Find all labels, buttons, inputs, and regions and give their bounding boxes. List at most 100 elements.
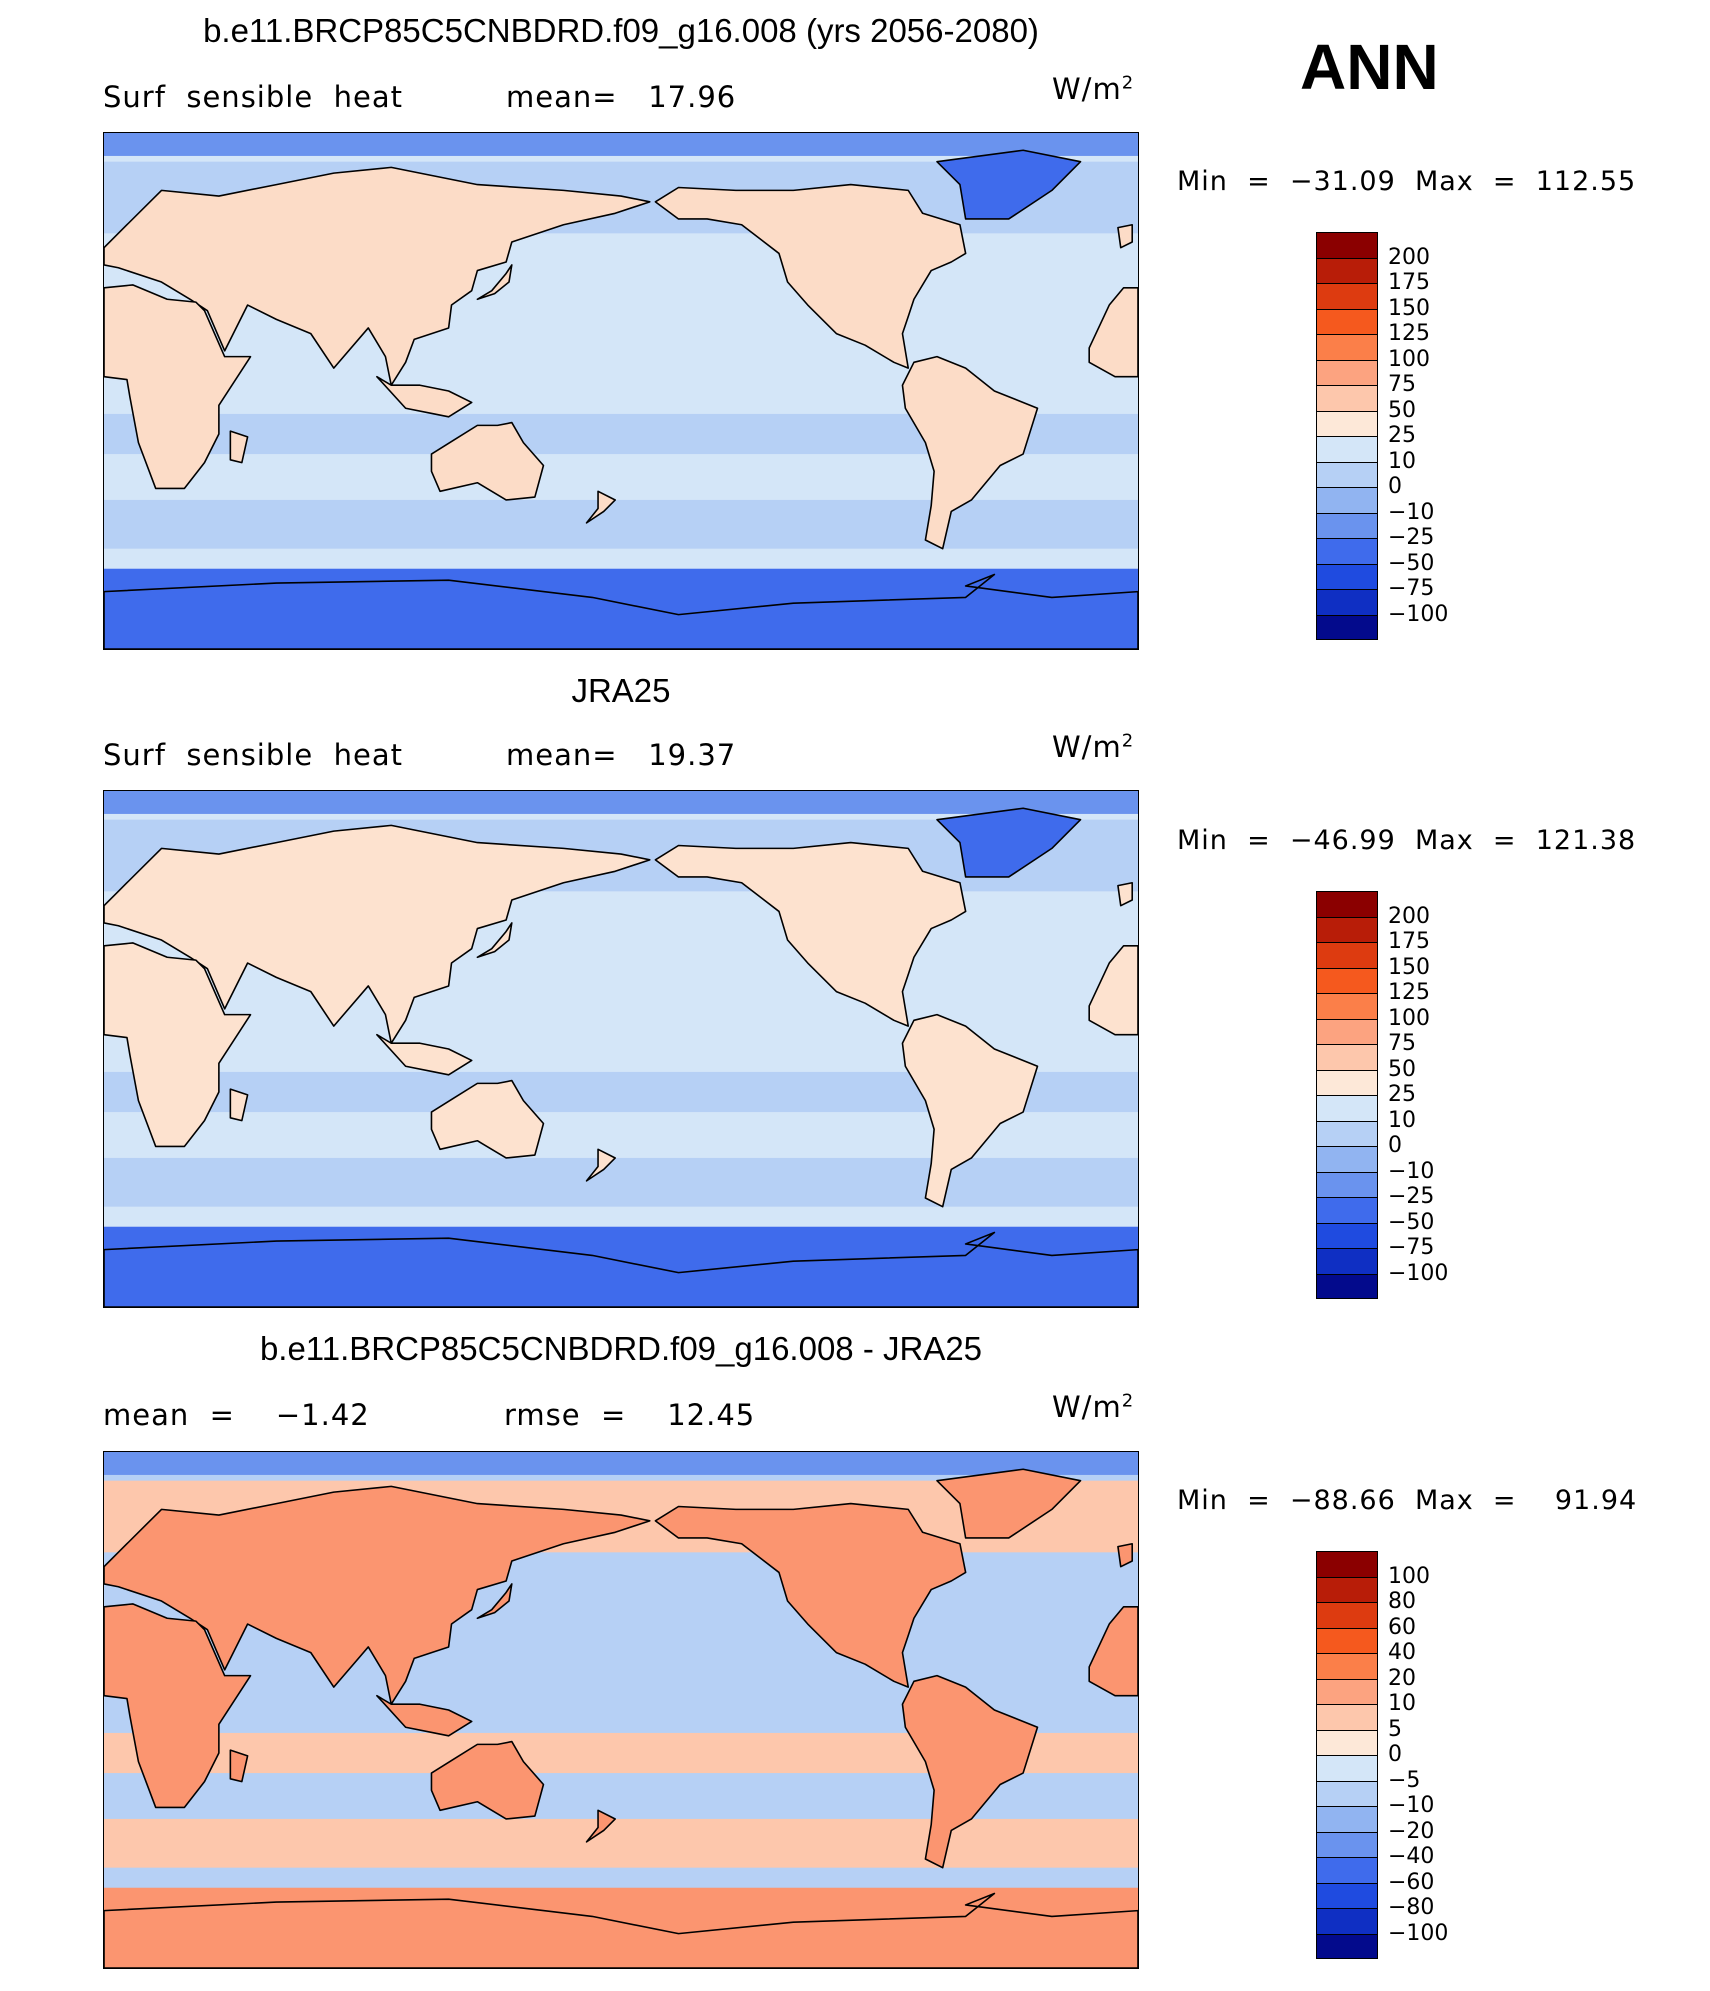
coastline-nz <box>585 1809 617 1843</box>
colorbar-box <box>1316 538 1378 564</box>
colorbar-tick-label: −100 <box>1388 1920 1449 1946</box>
colorbar-tick-label: −100 <box>1388 1260 1449 1286</box>
colorbar-tick-label: 10 <box>1388 448 1416 474</box>
colorbar-tick-label: 20 <box>1388 1665 1416 1691</box>
colorbar-box <box>1316 410 1378 437</box>
colorbar-tick-label: 100 <box>1388 346 1430 372</box>
coastline-japan <box>476 264 513 301</box>
panel-2-map <box>103 790 1139 1308</box>
panel-1-units: W/m2 <box>1052 72 1135 106</box>
colorbar-box <box>1316 891 1378 917</box>
panel-2-colorbar: 200 175 150 125 100 75 50 25 10 0 −10 −25 −50 −75 −100 <box>1316 891 1448 1299</box>
coastline-uk <box>1117 1542 1134 1568</box>
panel-3-title: b.e11.BRCP85C5CNBDRD.f09_g16.008 - JRA25 <box>259 1330 983 1367</box>
coastline-eurasia <box>104 824 651 1045</box>
coastline-africaW <box>1088 287 1138 378</box>
colorbar-tick-label: 25 <box>1388 1082 1416 1107</box>
colorbar-box <box>1316 359 1378 386</box>
colorbar-tick-label: −50 <box>1388 550 1435 576</box>
colorbar-tick-label: −10 <box>1388 1793 1435 1818</box>
colorbar-tick-label: 150 <box>1388 295 1430 321</box>
coastline-eurasia <box>104 1485 651 1706</box>
colorbar-tick-label: −100 <box>1388 601 1449 627</box>
colorbar-box <box>1316 993 1378 1019</box>
coastline-australia <box>430 1079 545 1159</box>
coastline-madagascar <box>229 1749 249 1783</box>
colorbar-tick-label: −80 <box>1388 1895 1435 1920</box>
southern-ocean-band <box>104 499 1138 549</box>
colorbar-box <box>1316 487 1378 513</box>
panel-2-mean-label: mean= 19.37 <box>506 738 737 772</box>
colorbar-box <box>1316 1882 1378 1909</box>
colorbar-tick-label: 175 <box>1388 929 1430 954</box>
colorbar-tick-label: 0 <box>1388 1133 1402 1158</box>
coastline-greenland <box>936 1468 1082 1539</box>
colorbar-tick-label: 200 <box>1388 903 1430 929</box>
colorbar-box <box>1316 1044 1378 1070</box>
colorbar-box <box>1316 1806 1378 1832</box>
arctic-cap-band <box>104 1452 1138 1475</box>
coastline-namerica <box>654 841 967 1027</box>
colorbar-tick-label: 10 <box>1388 1107 1416 1133</box>
coastline-indonesia <box>376 1033 473 1076</box>
colorbar-tick-label: 10 <box>1388 1691 1416 1716</box>
colorbar-box <box>1316 1780 1378 1807</box>
colorbar-tick-label: 125 <box>1388 321 1430 346</box>
colorbar-tick-label: 40 <box>1388 1640 1416 1665</box>
colorbar-tick-label: 0 <box>1388 1742 1402 1767</box>
panel-3-units: W/m2 <box>1052 1390 1135 1424</box>
colorbar-box <box>1316 614 1378 640</box>
colorbar-box <box>1316 1197 1378 1223</box>
coastline-japan <box>476 1583 513 1620</box>
colorbar-tick-label: −25 <box>1388 525 1435 550</box>
colorbar-box <box>1316 1729 1378 1756</box>
coastline-uk <box>1117 881 1134 907</box>
colorbar-box <box>1316 967 1378 994</box>
colorbar-tick-label: −10 <box>1388 1158 1435 1184</box>
colorbar-tick-label: −25 <box>1388 1184 1435 1209</box>
colorbar-box <box>1316 436 1378 462</box>
coastline-greenland <box>936 807 1082 878</box>
coastline-namerica <box>654 1502 967 1688</box>
colorbar-box <box>1316 1120 1378 1147</box>
colorbar-box <box>1316 1678 1378 1705</box>
colorbar-box <box>1316 512 1378 539</box>
colorbar-box <box>1316 942 1378 968</box>
colorbar-box <box>1316 232 1378 258</box>
coastline-indonesia <box>376 1694 473 1737</box>
panel-1-mean-label: mean= 17.96 <box>506 80 737 114</box>
colorbar-tick-label: 75 <box>1388 1031 1416 1056</box>
coastline-uk <box>1117 223 1134 249</box>
colorbar-box <box>1316 1171 1378 1198</box>
panel-1-min-max: Min = −31.09 Max = 112.55 <box>1177 166 1637 197</box>
map-canvas <box>104 133 1138 649</box>
colorbar-tick-label: 60 <box>1388 1614 1416 1640</box>
colorbar-tick-label: −20 <box>1388 1818 1435 1844</box>
colorbar-tick-label: 175 <box>1388 270 1430 295</box>
coastline-australia <box>430 421 545 501</box>
coastline-eurasia <box>104 166 651 387</box>
coastline-madagascar <box>229 430 249 464</box>
coastline-africa <box>104 942 252 1148</box>
colorbar-box <box>1316 1069 1378 1096</box>
coastline-namerica <box>654 183 967 369</box>
coastline-samerica <box>901 1674 1039 1869</box>
panel-1-title: b.e11.BRCP85C5CNBDRD.f09_g16.008 (yrs 20… <box>203 12 1039 49</box>
panel-2-units: W/m2 <box>1052 730 1135 764</box>
colorbar-tick-label: 200 <box>1388 244 1430 270</box>
colorbar-box <box>1316 334 1378 360</box>
panel-3-mean-label: mean = −1.42 <box>103 1398 370 1432</box>
coastline-japan <box>476 922 513 959</box>
panel-2-variable-label: Surf sensible heat <box>103 738 403 772</box>
colorbar-box <box>1316 1831 1378 1858</box>
colorbar-tick-label: 80 <box>1388 1589 1416 1614</box>
colorbar-box <box>1316 1273 1378 1299</box>
coastline-antarctica <box>104 1892 1138 1968</box>
colorbar-box <box>1316 1576 1378 1603</box>
coastline-africa <box>104 284 252 490</box>
colorbar-tick-label: 5 <box>1388 1716 1402 1742</box>
colorbar-box <box>1316 1018 1378 1045</box>
arctic-cap-band <box>104 791 1138 814</box>
colorbar-box <box>1316 257 1378 284</box>
panel-1-map <box>103 132 1139 650</box>
